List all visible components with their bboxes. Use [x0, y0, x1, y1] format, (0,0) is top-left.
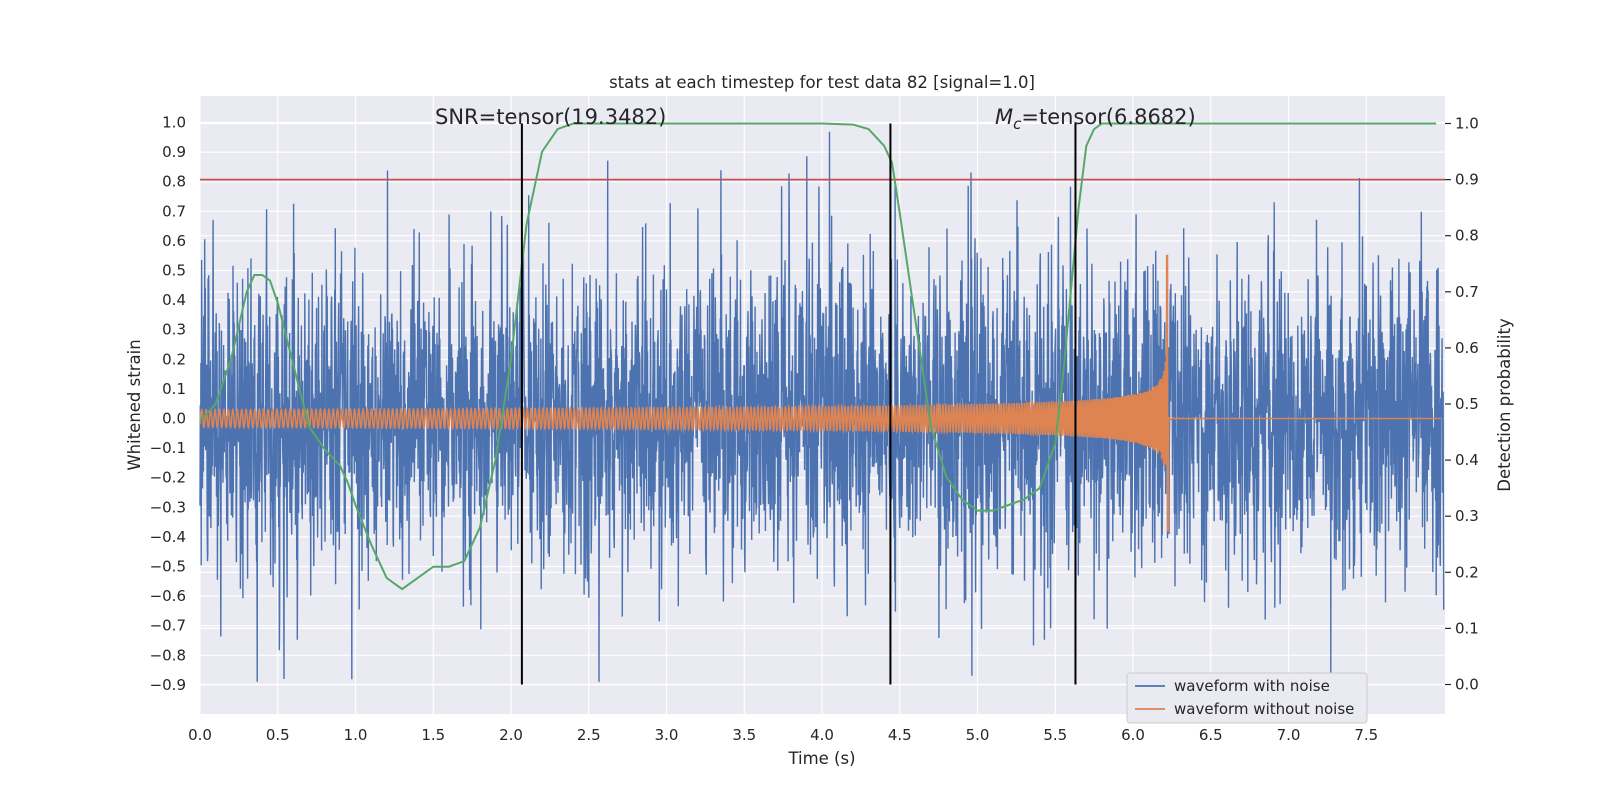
x-tick-label: 5.5: [1043, 726, 1067, 744]
detection-probability-line: [199, 122, 1437, 591]
x-tick-label: 0.0: [188, 726, 212, 744]
y-tick-label: 0.4: [162, 291, 186, 309]
y-tick-label: −0.3: [150, 498, 186, 516]
x-tick-label: 7.5: [1354, 726, 1378, 744]
x-tick-label: 5.0: [966, 726, 990, 744]
y-tick-label: −0.1: [150, 439, 186, 457]
y2-tick-label: 0.8: [1455, 227, 1479, 245]
x-tick-label: 0.5: [266, 726, 290, 744]
x-axis-ticks: 0.0 0.5 1.0 1.5 2.0 2.5 3.0 3.5 4.0 4.5 5.0 5.5 6.0 6…: [188, 726, 1378, 744]
x-tick-label: 2.0: [499, 726, 523, 744]
y2-axis-ticks: 1.0 0.9 0.8 0.7 0.6 0.5 0.4 0.3 0.2 0.1 0.0: [1445, 115, 1479, 694]
series-waveform-without-noise: [199, 254, 1441, 532]
x-tick-label: 2.5: [577, 726, 601, 744]
y2-tick-label: 0.3: [1455, 507, 1479, 525]
y2-tick-label: 0.4: [1455, 451, 1479, 469]
mc-annotation: Mc=tensor(6.8682): [995, 105, 1196, 133]
vertical-markers: [520, 123, 1077, 685]
x-tick-label: 4.5: [888, 726, 912, 744]
y-tick-label: −0.6: [150, 587, 186, 605]
y2-tick-label: 0.9: [1455, 171, 1479, 189]
series-detection-probability: [199, 122, 1437, 591]
y-tick-label: 0.2: [162, 350, 186, 368]
y-tick-label: −0.5: [150, 558, 186, 576]
y2-tick-label: 0.7: [1455, 283, 1479, 301]
mc-value: =tensor(6.8682): [1021, 105, 1195, 129]
x-tick-label: 1.0: [344, 726, 368, 744]
y2-tick-label: 0.0: [1455, 676, 1479, 694]
chart-title: stats at each timestep for test data 82 …: [609, 73, 1035, 92]
y-tick-label: 0.3: [162, 321, 186, 339]
x-axis-title: Time (s): [787, 749, 855, 768]
y2-tick-label: 0.1: [1455, 619, 1479, 637]
legend: waveform with noise waveform without noi…: [1126, 672, 1368, 724]
y2-tick-label: 0.5: [1455, 395, 1479, 413]
y-tick-label: 0.0: [162, 410, 186, 428]
legend-label-with-noise: waveform with noise: [1174, 677, 1330, 695]
mc-symbol: M: [995, 105, 1013, 129]
legend-box: [1126, 672, 1368, 724]
noisy-waveform-line: [199, 131, 1445, 682]
y-tick-label: −0.9: [150, 676, 186, 694]
y-tick-label: 0.6: [162, 232, 186, 250]
y2-tick-label: 0.2: [1455, 563, 1479, 581]
y-tick-label: −0.2: [150, 469, 186, 487]
y2-axis-title: Detection probability: [1495, 318, 1514, 492]
y-tick-label: 0.8: [162, 173, 186, 191]
legend-label-without-noise: waveform without noise: [1174, 700, 1354, 718]
x-tick-label: 6.5: [1199, 726, 1223, 744]
y-axis-ticks: 1.0 0.9 0.8 0.7 0.6 0.5 0.4 0.3 0.2 0.1 0.0 −0.1 −0.…: [150, 114, 186, 694]
mc-subscript: c: [1013, 115, 1022, 133]
x-tick-label: 3.5: [732, 726, 756, 744]
y-tick-label: −0.7: [150, 617, 186, 635]
x-tick-label: 6.0: [1121, 726, 1145, 744]
y-tick-label: 0.1: [162, 380, 186, 398]
y2-tick-label: 0.6: [1455, 339, 1479, 357]
y2-tick-label: 1.0: [1455, 115, 1479, 133]
y-tick-label: 0.7: [162, 202, 186, 220]
y-tick-label: 0.9: [162, 143, 186, 161]
series-waveform-with-noise: [199, 131, 1445, 682]
y-tick-label: −0.4: [150, 528, 186, 546]
snr-annotation: SNR=tensor(19.3482): [435, 105, 666, 129]
clean-waveform-line: [199, 254, 1441, 532]
y-tick-label: −0.8: [150, 646, 186, 664]
x-tick-label: 4.0: [810, 726, 834, 744]
x-tick-label: 1.5: [421, 726, 445, 744]
y-axis-title: Whitened strain: [125, 339, 144, 470]
x-tick-label: 3.0: [655, 726, 679, 744]
y-tick-label: 0.5: [162, 262, 186, 280]
x-tick-label: 7.0: [1277, 726, 1301, 744]
y-tick-label: 1.0: [162, 114, 186, 132]
